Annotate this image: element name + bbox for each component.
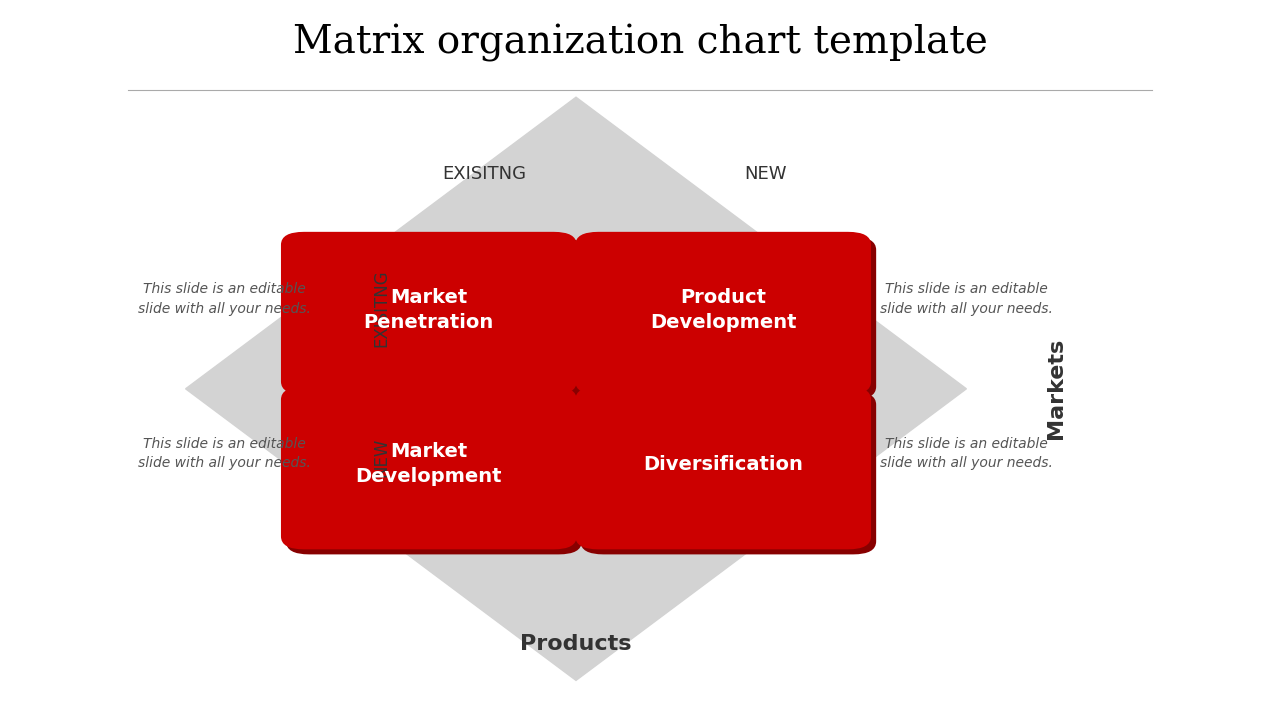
FancyBboxPatch shape bbox=[575, 387, 870, 549]
FancyBboxPatch shape bbox=[575, 232, 870, 395]
Text: Products: Products bbox=[520, 634, 632, 654]
Text: Matrix organization chart template: Matrix organization chart template bbox=[293, 24, 987, 62]
FancyBboxPatch shape bbox=[282, 387, 576, 549]
FancyBboxPatch shape bbox=[580, 237, 876, 400]
FancyBboxPatch shape bbox=[287, 237, 581, 400]
Text: This slide is an editable
slide with all your needs.: This slide is an editable slide with all… bbox=[137, 282, 311, 315]
Text: Market
Penetration: Market Penetration bbox=[364, 287, 494, 332]
Text: Product
Development: Product Development bbox=[650, 287, 796, 332]
Text: Market
Development: Market Development bbox=[356, 442, 502, 487]
Text: EXISITNG: EXISITNG bbox=[442, 166, 526, 184]
FancyBboxPatch shape bbox=[282, 232, 576, 395]
Polygon shape bbox=[186, 97, 966, 680]
Text: EXISITNG: EXISITNG bbox=[372, 269, 390, 347]
Text: This slide is an editable
slide with all your needs.: This slide is an editable slide with all… bbox=[879, 282, 1053, 315]
Text: This slide is an editable
slide with all your needs.: This slide is an editable slide with all… bbox=[137, 437, 311, 470]
Text: Diversification: Diversification bbox=[644, 455, 803, 474]
Text: NEW: NEW bbox=[744, 166, 787, 184]
FancyBboxPatch shape bbox=[580, 392, 876, 554]
Text: This slide is an editable
slide with all your needs.: This slide is an editable slide with all… bbox=[879, 437, 1053, 470]
Text: Markets: Markets bbox=[1046, 338, 1066, 439]
FancyBboxPatch shape bbox=[287, 392, 581, 554]
Text: NEW: NEW bbox=[372, 438, 390, 477]
